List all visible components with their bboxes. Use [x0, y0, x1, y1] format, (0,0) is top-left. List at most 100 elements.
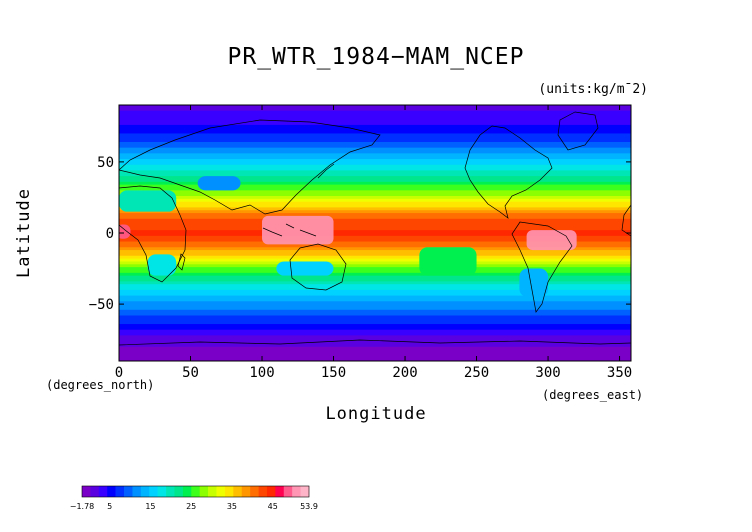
field-band — [119, 215, 631, 220]
field-band — [119, 161, 631, 166]
field-band — [119, 335, 631, 339]
field-band — [119, 304, 631, 308]
field-band — [119, 258, 631, 262]
colorbar-swatch — [250, 486, 259, 497]
field-band — [119, 110, 631, 115]
colorbar-swatch — [149, 486, 158, 497]
coastline-antarctica — [119, 339, 631, 346]
field-band — [119, 252, 631, 257]
field-patch — [197, 176, 241, 191]
field-hotspot — [262, 215, 334, 245]
field-band — [119, 210, 631, 214]
field-band — [119, 213, 631, 217]
field-band — [119, 298, 631, 302]
field-band — [119, 301, 631, 305]
field-band — [119, 247, 631, 251]
field-band — [119, 221, 631, 225]
coastline-north-america — [464, 125, 553, 219]
colorbar-swatch — [107, 486, 116, 497]
x-axis-label: Longitude — [325, 404, 427, 424]
x-tick-label: 250 — [464, 365, 489, 381]
colorbar-swatch — [82, 486, 91, 497]
coastline-africa — [119, 185, 187, 283]
x-tick-label: 300 — [535, 365, 560, 381]
colorbar-swatch — [140, 486, 150, 497]
field-band — [119, 352, 631, 356]
field-band — [119, 281, 631, 285]
colorbar-label: 53.9 — [300, 502, 318, 511]
field-band — [119, 144, 631, 149]
field-band — [119, 261, 631, 265]
field-band — [119, 264, 631, 268]
y-tick-label: 50 — [97, 155, 114, 171]
field-band — [119, 207, 631, 211]
y-axis-unit: (degrees_north) — [46, 378, 155, 392]
field-band — [119, 230, 631, 234]
colorbar-swatch — [216, 486, 226, 497]
field-band — [119, 269, 631, 274]
field-band — [119, 233, 631, 237]
field-band — [119, 338, 631, 342]
field-band — [119, 267, 631, 271]
field-band — [119, 119, 631, 123]
x-tick-label: 0 — [115, 365, 123, 381]
field-band — [119, 287, 631, 291]
field-band — [119, 272, 631, 277]
field-band — [119, 324, 631, 328]
colorbar-swatch — [258, 486, 268, 497]
field-band — [119, 133, 631, 137]
x-tick-label: 200 — [392, 365, 417, 381]
coastline-eurasia — [119, 119, 381, 215]
field-band — [119, 178, 631, 183]
field-band — [119, 358, 631, 361]
field-band — [119, 218, 631, 223]
field-band — [119, 170, 631, 174]
coastline-australia — [289, 243, 347, 291]
field-band — [119, 275, 631, 280]
field-band — [119, 127, 631, 132]
field-band — [119, 349, 631, 353]
field-band — [119, 122, 631, 126]
field-patch — [119, 190, 177, 212]
field-band — [119, 159, 631, 163]
colorbar-swatch — [90, 486, 100, 497]
field-band — [119, 196, 631, 200]
field-band — [119, 295, 631, 299]
coastline-japan — [317, 163, 335, 179]
colorbar-swatches — [81, 485, 310, 498]
colorbar-swatch — [157, 486, 167, 497]
field-band — [119, 130, 631, 134]
x-tick-label: 100 — [249, 365, 274, 381]
coastline-madagascar — [177, 253, 186, 271]
field-band — [119, 181, 631, 186]
colorbar-swatch — [174, 486, 184, 497]
field-band — [119, 244, 631, 248]
coastline-greenland — [557, 111, 599, 151]
field-band — [119, 190, 631, 194]
coastline-indonesia — [262, 223, 317, 237]
colorbar-label: 35 — [227, 502, 237, 511]
field-band — [119, 147, 631, 152]
colorbar-swatch — [241, 486, 251, 497]
field-band — [119, 255, 631, 260]
field-band — [119, 289, 631, 294]
colorbar-swatch — [98, 486, 108, 497]
field-band — [119, 107, 631, 112]
colorbar-swatch — [115, 486, 125, 497]
field-band — [119, 136, 631, 140]
field-band — [119, 198, 631, 203]
field-band — [119, 184, 631, 188]
colorbar-swatch — [124, 486, 133, 497]
field-band — [119, 113, 631, 117]
x-tick-label: 50 — [182, 365, 199, 381]
colorbar-swatch — [266, 486, 276, 497]
field-band — [119, 326, 631, 331]
field-band — [119, 105, 631, 109]
field-hotspot — [119, 224, 131, 239]
field-band — [119, 116, 631, 120]
field-band — [119, 306, 631, 311]
colorbar-swatch — [300, 486, 310, 497]
field-band — [119, 156, 631, 160]
field-band — [119, 176, 631, 180]
x-axis-ticks: 0 50 100 150 200 250 300 350 — [115, 105, 632, 381]
